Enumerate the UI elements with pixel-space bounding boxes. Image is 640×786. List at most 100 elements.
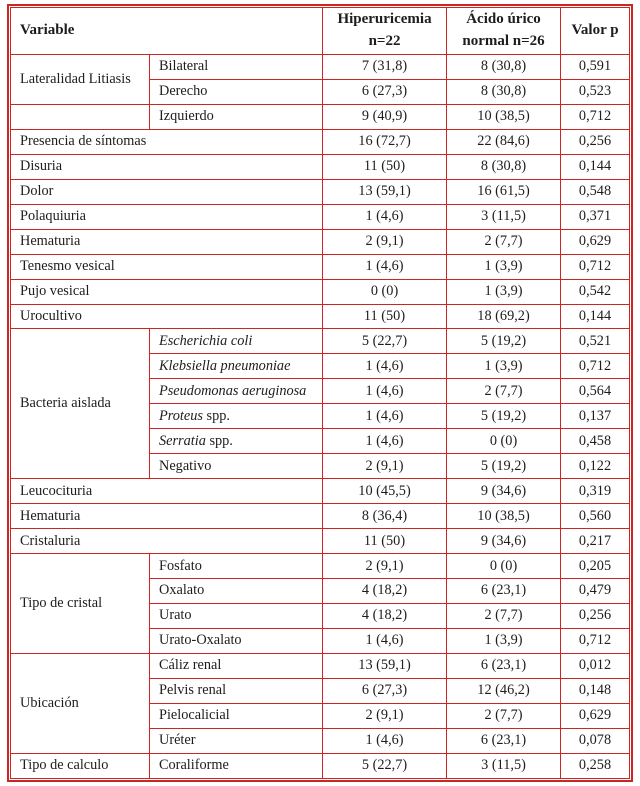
hiperuricemia-value-cell: 1 (4,6) <box>322 428 448 455</box>
header-acido-urico-line1: Ácido úrico <box>466 11 541 28</box>
acido-urico-value-cell: 6 (23,1) <box>446 578 562 604</box>
header-hiperuricemia-line1: Hiperuricemia <box>337 11 432 28</box>
acido-urico-value-cell: 18 (69,2) <box>446 303 562 330</box>
acido-urico-value-cell: 2 (7,7) <box>446 378 562 405</box>
hiperuricemia-value-cell: 1 (4,6) <box>322 403 448 430</box>
p-value-cell: 0,217 <box>560 528 631 555</box>
acido-urico-value-cell: 8 (30,8) <box>446 54 562 80</box>
p-value-cell: 0,521 <box>560 328 631 355</box>
variable-label-cell: Urocultivo <box>9 303 324 330</box>
p-value-cell: 0,144 <box>560 153 631 180</box>
p-value-cell: 0,523 <box>560 78 631 105</box>
header-valor-p: Valor p <box>560 7 631 55</box>
species-name: Proteus <box>159 407 203 424</box>
acido-urico-value-cell: 10 (38,5) <box>446 503 562 530</box>
acido-urico-value-cell: 12 (46,2) <box>446 677 562 704</box>
hiperuricemia-value-cell: 8 (36,4) <box>322 503 448 530</box>
p-value-cell: 0,479 <box>560 578 631 604</box>
table-row: Urocultivo 11 (50) 18 (69,2) 0,144 <box>9 303 631 330</box>
p-value-cell: 0,144 <box>560 303 631 330</box>
hiperuricemia-value-cell: 7 (31,8) <box>322 54 448 80</box>
variable-label-cell: Serratia spp. <box>148 428 324 455</box>
p-value-cell: 0,012 <box>560 652 631 679</box>
table-row: Izquierdo 9 (40,9) 10 (38,5) 0,712 <box>10 103 631 130</box>
acido-urico-value-cell: 5 (19,2) <box>446 328 562 355</box>
acido-urico-value-cell: 2 (7,7) <box>446 702 562 729</box>
variable-label-cell: Escherichia coli <box>148 328 324 355</box>
variable-label-cell: Hematuria <box>9 228 324 255</box>
p-value-cell: 0,458 <box>560 428 631 455</box>
header-hiperuricemia-line2: n=22 <box>368 33 401 49</box>
variables-table: Variable Hiperuricemia n=22 Ácido úrico … <box>9 7 631 780</box>
variable-label-cell: Fosfato <box>148 553 324 580</box>
variable-label-cell: Proteus spp. <box>148 403 324 430</box>
acido-urico-value-cell: 9 (34,6) <box>446 528 562 555</box>
p-value-cell: 0,122 <box>560 453 631 480</box>
p-value-cell: 0,712 <box>560 353 631 380</box>
variable-label-cell: Polaquiuria <box>9 203 324 230</box>
comparison-table: Variable Hiperuricemia n=22 Ácido úrico … <box>7 4 633 782</box>
table-row: Tipo de cristal Fosfato 2 (9,1) 0 (0) 0,205 <box>10 553 631 654</box>
header-variable: Variable <box>9 7 324 55</box>
variable-label-cell: Cáliz renal <box>148 652 324 679</box>
p-value-cell: 0,629 <box>560 228 631 255</box>
variable-label-cell: Uréter <box>148 727 324 754</box>
species-name: Serratia <box>159 432 206 449</box>
p-value-cell: 0,712 <box>560 103 631 130</box>
header-acido-urico: Ácido úrico normal n=26 <box>446 7 562 55</box>
table-row: Proteus spp. 1 (4,6) 5 (19,2) 0,137 <box>11 403 631 430</box>
hiperuricemia-value-cell: 4 (18,2) <box>322 578 448 604</box>
acido-urico-value-cell: 9 (34,6) <box>446 478 562 505</box>
acido-urico-value-cell: 1 (3,9) <box>446 627 562 654</box>
table-row: Ubicación Cáliz renal 13 (59,1) 6 (23,1) 0,0… <box>10 652 631 754</box>
hiperuricemia-value-cell: 2 (9,1) <box>322 702 448 729</box>
variable-label-cell: Urato-Oxalato <box>148 627 324 654</box>
table-row: Derecho 6 (27,3) 8 (30,8) 0,523 <box>11 78 631 105</box>
table-row: Klebsiella pneumoniae 1 (4,6) 1 (3,9) 0,712 <box>11 353 631 380</box>
hiperuricemia-value-cell: 1 (4,6) <box>322 378 448 405</box>
table-row: Uréter 1 (4,6) 6 (23,1) 0,078 <box>11 727 631 754</box>
table-row: Hematuria 8 (36,4) 10 (38,5) 0,560 <box>9 503 631 530</box>
acido-urico-value-cell: 1 (3,9) <box>446 253 562 280</box>
table-row: Dolor 13 (59,1) 16 (61,5) 0,548 <box>9 178 631 205</box>
variable-label-cell: Urato <box>148 602 324 629</box>
table-row: Polaquiuria 1 (4,6) 3 (11,5) 0,371 <box>9 203 631 230</box>
hiperuricemia-value-cell: 4 (18,2) <box>322 602 448 629</box>
hiperuricemia-value-cell: 0 (0) <box>322 278 448 305</box>
variable-label-cell: Tenesmo vesical <box>9 253 324 280</box>
acido-urico-value-cell: 0 (0) <box>446 428 562 455</box>
hiperuricemia-value-cell: 10 (45,5) <box>322 478 448 505</box>
hiperuricemia-value-cell: 2 (9,1) <box>322 228 448 255</box>
species-name: Escherichia coli <box>159 332 253 349</box>
p-value-cell: 0,560 <box>560 503 631 530</box>
group-label-cell <box>10 103 150 130</box>
table-row: Urato-Oxalato 1 (4,6) 1 (3,9) 0,712 <box>11 627 631 654</box>
hiperuricemia-value-cell: 11 (50) <box>322 303 448 330</box>
p-value-cell: 0,205 <box>560 553 631 580</box>
acido-urico-value-cell: 10 (38,5) <box>446 103 562 130</box>
p-value-cell: 0,564 <box>560 378 631 405</box>
table-row: Pujo vesical 0 (0) 1 (3,9) 0,542 <box>9 278 631 305</box>
variable-label-cell: Coraliforme <box>148 752 324 780</box>
table-row: Negativo 2 (9,1) 5 (19,2) 0,122 <box>11 453 631 480</box>
group-label-cell: Tipo de cristal <box>10 553 150 654</box>
species-suffix: spp. <box>205 432 233 449</box>
hiperuricemia-value-cell: 9 (40,9) <box>322 103 448 130</box>
p-value-cell: 0,137 <box>560 403 631 430</box>
group-label-cell: Tipo de calculo <box>10 752 150 780</box>
table-row: Oxalato 4 (18,2) 6 (23,1) 0,479 <box>11 578 631 604</box>
group-label-cell: Ubicación <box>10 652 150 754</box>
group-label-cell: Bacteria aislada <box>10 328 150 480</box>
acido-urico-value-cell: 2 (7,7) <box>446 228 562 255</box>
species-name: Klebsiella pneumoniae <box>159 357 291 374</box>
acido-urico-value-cell: 3 (11,5) <box>446 203 562 230</box>
header-acido-urico-line2: normal n=26 <box>462 33 545 49</box>
hiperuricemia-value-cell: 2 (9,1) <box>322 453 448 480</box>
acido-urico-value-cell: 16 (61,5) <box>446 178 562 205</box>
p-value-cell: 0,371 <box>560 203 631 230</box>
hiperuricemia-value-cell: 5 (22,7) <box>322 752 448 780</box>
acido-urico-value-cell: 8 (30,8) <box>446 78 562 105</box>
p-value-cell: 0,548 <box>560 178 631 205</box>
p-value-cell: 0,078 <box>560 727 631 754</box>
table-body: Lateralidad Litiasis Bilateral 7 (31,8) 8 (… <box>9 54 631 780</box>
